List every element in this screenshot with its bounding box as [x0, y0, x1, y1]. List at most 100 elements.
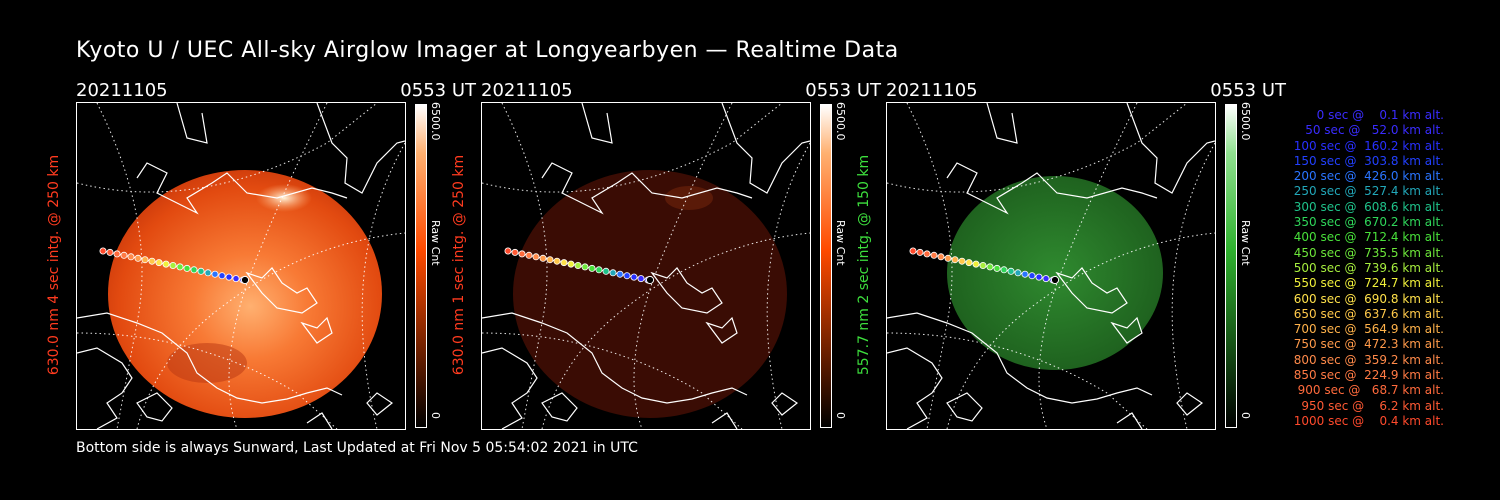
dark-patch	[167, 343, 247, 383]
track-point	[169, 261, 177, 269]
track-point	[909, 247, 917, 255]
legend-row: 100 sec @ 160.2 km alt.	[1289, 138, 1444, 153]
track-point	[972, 260, 980, 268]
track-point	[225, 273, 233, 281]
track-point	[218, 272, 226, 280]
colorbar-unit: Raw Cnt	[834, 220, 847, 266]
track-point	[99, 247, 107, 255]
track-point	[916, 248, 924, 256]
wavelength-label: 557.7 nm 2 sec intg. @ 150 km	[856, 154, 872, 376]
altitude-legend: 0 sec @ 0.1 km alt. 50 sec @ 52.0 km alt…	[1262, 108, 1444, 429]
track-point	[127, 253, 135, 261]
legend-row: 600 sec @ 690.8 km alt.	[1289, 291, 1444, 306]
update-footer: Bottom side is always Sunward, Last Upda…	[76, 440, 638, 456]
legend-row: 250 sec @ 527.4 km alt.	[1289, 184, 1444, 199]
colorbar-max: 6500.0	[429, 102, 442, 141]
satellite-track	[504, 247, 652, 284]
aurora-bright-spot	[256, 184, 312, 212]
track-point	[609, 269, 617, 277]
wavelength-label: 630.0 nm 1 sec intg. @ 250 km	[451, 154, 467, 376]
legend-row: 650 sec @ 637.6 km alt.	[1289, 306, 1444, 321]
track-point	[1000, 266, 1008, 274]
track-point	[183, 264, 191, 272]
track-point	[979, 261, 987, 269]
page-title: Kyoto U / UEC All-sky Airglow Imager at …	[76, 38, 899, 63]
legend-row: 150 sec @ 303.8 km alt.	[1289, 153, 1444, 168]
track-point	[630, 273, 638, 281]
colorbar	[415, 104, 427, 428]
track-point	[511, 248, 519, 256]
track-point	[1042, 275, 1050, 283]
track-point	[602, 267, 610, 275]
legend-row: 750 sec @ 472.3 km alt.	[1289, 337, 1444, 352]
track-point	[134, 254, 142, 262]
wavelength-label: 630.0 nm 4 sec intg. @ 250 km	[46, 154, 62, 376]
track-point	[148, 257, 156, 265]
track-point	[113, 250, 121, 258]
legend-row: 300 sec @ 608.6 km alt.	[1289, 199, 1444, 214]
imager-panel-2: 20211105 0553 UT 630.0 nm 1 sec intg. @ …	[451, 80, 951, 440]
legend-row: 200 sec @ 426.0 km alt.	[1289, 169, 1444, 184]
track-point	[595, 266, 603, 274]
panel-time: 0553 UT	[400, 80, 476, 101]
colorbar-min: 0	[834, 412, 847, 419]
track-point	[190, 266, 198, 274]
track-point	[1007, 267, 1015, 275]
colorbar-min: 0	[429, 412, 442, 419]
legend-row: 50 sec @ 52.0 km alt.	[1297, 123, 1444, 138]
track-point	[204, 269, 212, 277]
legend-row: 700 sec @ 564.9 km alt.	[1289, 322, 1444, 337]
track-point	[532, 253, 540, 261]
track-point	[567, 260, 575, 268]
track-point	[965, 259, 973, 267]
track-point	[525, 251, 533, 259]
station-marker	[645, 275, 655, 285]
track-point	[958, 257, 966, 265]
allsky-image	[76, 102, 406, 430]
legend-row: 400 sec @ 712.4 km alt.	[1289, 230, 1444, 245]
track-point	[944, 254, 952, 262]
track-point	[1014, 269, 1022, 277]
airglow-disk	[947, 176, 1163, 370]
track-point	[162, 260, 170, 268]
panel-date: 20211105	[76, 80, 168, 101]
allsky-image	[481, 102, 811, 430]
track-point	[986, 263, 994, 271]
track-point	[106, 248, 114, 256]
legend-row: 0 sec @ 0.1 km alt.	[1305, 108, 1444, 122]
coastlines	[482, 103, 810, 429]
airglow-disk	[513, 170, 787, 418]
track-point	[518, 250, 526, 258]
track-point	[1028, 272, 1036, 280]
colorbar-unit: Raw Cnt	[429, 220, 442, 266]
colorbar-max: 6500.0	[834, 102, 847, 141]
track-point	[553, 257, 561, 265]
panel-date: 20211105	[886, 80, 978, 101]
track-point	[1021, 270, 1029, 278]
allsky-map	[482, 103, 810, 429]
track-point	[623, 272, 631, 280]
track-point	[951, 256, 959, 264]
legend-row: 950 sec @ 6.2 km alt.	[1297, 398, 1444, 413]
track-point	[923, 250, 931, 258]
legend-row: 800 sec @ 359.2 km alt.	[1289, 352, 1444, 367]
track-point	[539, 254, 547, 262]
panel-time: 0553 UT	[1210, 80, 1286, 101]
track-point	[560, 259, 568, 267]
coastlines	[887, 103, 1215, 429]
allsky-map	[77, 103, 405, 429]
allsky-map	[887, 103, 1215, 429]
colorbar	[1225, 104, 1237, 428]
track-point	[211, 270, 219, 278]
track-point	[637, 275, 645, 283]
track-point	[197, 267, 205, 275]
track-point	[616, 270, 624, 278]
track-point	[588, 264, 596, 272]
imager-panel-3: 20211105 0553 UT 557.7 nm 2 sec intg. @ …	[856, 80, 1356, 440]
colorbar-min: 0	[1239, 412, 1252, 419]
legend-row: 350 sec @ 670.2 km alt.	[1289, 215, 1444, 230]
coastlines	[77, 103, 405, 429]
allsky-image	[886, 102, 1216, 430]
track-point	[1035, 273, 1043, 281]
legend-row: 500 sec @ 739.6 km alt.	[1289, 260, 1444, 275]
